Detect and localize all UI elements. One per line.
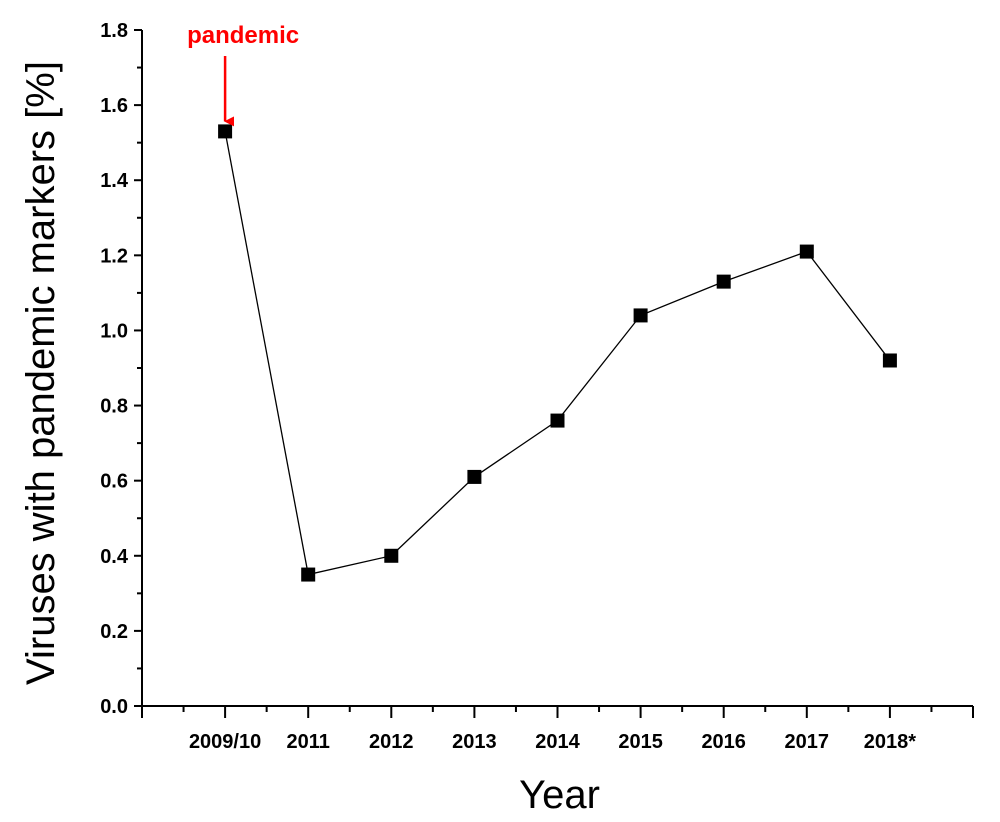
y-tick-label: 1.8 bbox=[100, 20, 128, 42]
y-axis: 0.0 0.2 0.4 0.6 0.8 1.0 1.2 1.4 1.6 1.8 bbox=[100, 20, 143, 718]
series-line bbox=[224, 131, 891, 576]
x-tick-label: 2018* bbox=[864, 731, 916, 753]
data-point-marker bbox=[716, 274, 731, 289]
series-line-group bbox=[218, 124, 897, 582]
y-tick-label: 1.4 bbox=[100, 170, 129, 192]
data-point-marker bbox=[550, 413, 565, 428]
data-point-marker bbox=[882, 353, 897, 368]
data-point-marker bbox=[218, 124, 233, 139]
annotation-group: pandemic bbox=[187, 22, 299, 127]
y-tick-label: 0.6 bbox=[100, 471, 128, 493]
data-point-marker bbox=[633, 308, 648, 323]
data-point-marker bbox=[467, 469, 482, 484]
data-point-marker bbox=[301, 567, 316, 582]
x-tick-label: 2012 bbox=[369, 731, 414, 753]
x-tick-label: 2009/10 bbox=[189, 731, 261, 753]
data-point-marker bbox=[799, 244, 814, 259]
x-axis-title: Year bbox=[519, 773, 600, 817]
y-axis-title: Viruses with pandemic markers [%] bbox=[19, 61, 63, 685]
x-tick-label: 2017 bbox=[785, 731, 830, 753]
x-tick-label: 2011 bbox=[287, 731, 330, 753]
x-tick-label: 2013 bbox=[452, 731, 497, 753]
y-tick-label: 0.0 bbox=[100, 696, 128, 718]
y-tick-label: 1.0 bbox=[100, 320, 128, 342]
y-tick-label: 0.2 bbox=[100, 621, 128, 643]
x-tick-label: 2014 bbox=[535, 731, 580, 753]
annotation-label: pandemic bbox=[187, 22, 299, 49]
x-axis: 2009/10 2011 2012 2013 2014 2015 2016 2017 2018* bbox=[141, 705, 974, 753]
y-tick-label: 0.8 bbox=[100, 396, 128, 418]
x-tick-label: 2016 bbox=[701, 731, 746, 753]
y-tick-label: 0.4 bbox=[100, 546, 129, 568]
x-tick-label: 2015 bbox=[618, 731, 663, 753]
data-point-marker bbox=[384, 548, 399, 563]
y-tick-label: 1.2 bbox=[100, 245, 128, 267]
y-tick-label: 1.6 bbox=[100, 95, 128, 117]
